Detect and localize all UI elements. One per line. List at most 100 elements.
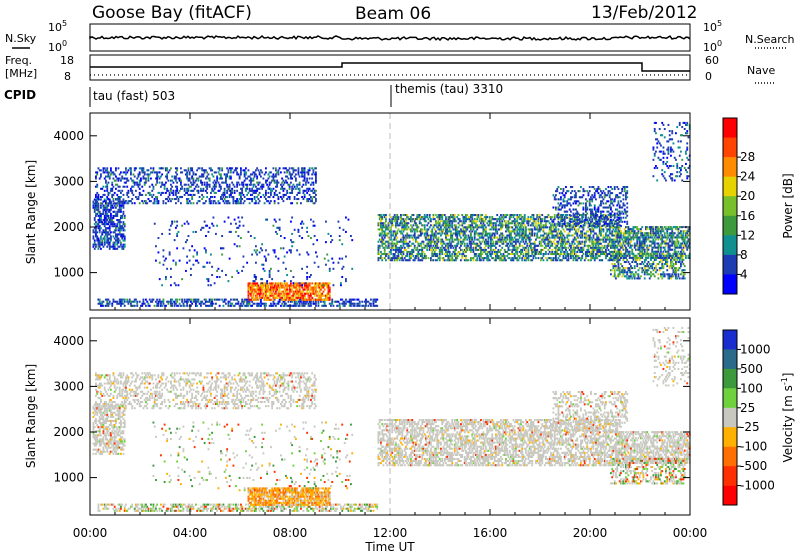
heatmap-cell-4653 [605, 250, 607, 253]
heatmap-cell-1120 [252, 189, 255, 192]
heatmap-cell-4344 [575, 253, 577, 256]
heatmap-cell-3288 [471, 238, 474, 241]
heatmap-cell-118 [102, 210, 105, 213]
heatmap-cell-2741 [417, 255, 420, 258]
heatmap-cell-2080 [282, 294, 285, 297]
heatmap-cell-3521 [493, 253, 496, 256]
heatmap-cell-1969 [261, 286, 264, 289]
heatmap-cell-2364 [380, 220, 382, 223]
heatmap-cell-1662 [242, 300, 245, 303]
heatmap-cell-3524 [493, 244, 496, 247]
heatmap-cell-4404 [581, 257, 584, 260]
heatmap-cell-4046 [545, 250, 547, 253]
heatmap-cell-2707 [413, 244, 416, 247]
heatmap-cell-1095 [247, 175, 250, 178]
heatmap-cell-1718 [277, 300, 280, 303]
heatmap-cell-162 [106, 231, 109, 234]
heatmap-cell-48 [96, 212, 99, 215]
heatmap-cell-2874 [431, 234, 434, 237]
heatmap-cell-1331 [297, 191, 300, 194]
heatmap-cell-862 [202, 173, 205, 176]
heatmap-cell-3248 [467, 244, 470, 247]
heatmap-cell-898 [210, 167, 212, 170]
heatmap-cell-1968 [261, 288, 264, 291]
heatmap-cell-2571 [400, 240, 402, 243]
heatmap-cell-2606 [402, 220, 405, 223]
nsky-panel: N.Sky 105 100 105 100 N.Search [5, 19, 795, 54]
heatmap-cell-1973 [262, 292, 265, 295]
heatmap-cell-2984 [441, 214, 444, 217]
heatmap-cell-313 [120, 233, 122, 236]
heatmap-cell-138 [103, 204, 106, 207]
heatmap-cell-2059 [277, 282, 280, 285]
heatmap-cell-3111 [453, 255, 456, 258]
heatmap-cell-3023 [446, 259, 449, 262]
heatmap-cell-1606 [206, 304, 209, 307]
heatmap-cell-567 [138, 191, 141, 194]
heatmap-cell-3205 [463, 259, 466, 262]
heatmap-cell-2185 [301, 286, 304, 289]
heatmap-cell-2425 [386, 240, 389, 243]
heatmap-cell-1116 [251, 187, 254, 190]
heatmap-cell-3349 [476, 216, 479, 219]
heatmap-cell-630 [152, 187, 155, 190]
heatmap-cell-3284 [470, 214, 472, 217]
heatmap-cell-1853 [353, 298, 356, 301]
heatmap-cell-4273 [567, 238, 570, 241]
heatmap-cell-2839 [427, 236, 430, 239]
heatmap-cell-2671 [410, 257, 412, 260]
heatmap-cell-4054 [545, 222, 547, 225]
heatmap-cell-1550 [173, 304, 176, 307]
heatmap-cell-336 [121, 200, 124, 203]
heatmap-cell-722 [175, 198, 177, 201]
heatmap-cell-4836 [560, 198, 562, 201]
heatmap-cell-4267 [567, 259, 570, 262]
heatmap-cell-297 [118, 231, 121, 234]
heatmap-cell-316 [120, 225, 122, 228]
heatmap-cell-1705 [268, 304, 271, 307]
heatmap-cell-419 [106, 175, 109, 178]
heatmap-cell-170 [106, 204, 109, 207]
heatmap-cell-1675 [247, 298, 250, 301]
heatmap-cell-4053 [545, 224, 547, 227]
heatmap-cell-1925 [252, 282, 255, 285]
heatmap-cell-1144 [256, 187, 259, 190]
heatmap-cell-224 [111, 217, 114, 220]
heatmap-cell-637 [153, 171, 156, 174]
heatmap-cell-3303 [472, 242, 475, 245]
heatmap-cell-245 [113, 237, 116, 240]
heatmap-cell-1474 [122, 302, 125, 305]
heatmap-cell-2941 [437, 222, 440, 225]
heatmap-cell-83 [98, 214, 101, 217]
heatmap-cell-4346 [575, 238, 577, 241]
heatmap-cell-1509 [146, 300, 149, 303]
heatmap-cell-1219 [273, 202, 276, 205]
heatmap-cell-2925 [436, 242, 439, 245]
heatmap-cell-2432 [387, 253, 390, 256]
heatmap-cell-2267 [317, 282, 320, 285]
heatmap-cell-3408 [482, 238, 485, 241]
heatmap-cell-2650 [407, 250, 410, 253]
heatmap-cell-3179 [460, 230, 462, 233]
heatmap-cell-2919 [435, 214, 437, 217]
heatmap-cell-1742 [292, 304, 295, 307]
heatmap-cell-4953 [586, 206, 589, 209]
heatmap-cell-2981 [441, 224, 444, 227]
heatmap-cell-497 [122, 177, 125, 180]
heatmap-cell-289 [117, 210, 120, 213]
heatmap-cell-1307 [291, 177, 294, 180]
heatmap-cell-2619 [403, 220, 406, 223]
heatmap-cell-273 [116, 223, 119, 226]
heatmap-cell-2807 [423, 226, 426, 229]
heatmap-cell-2980 [441, 230, 444, 233]
heatmap-cell-1391 [308, 193, 311, 196]
heatmap-cell-4517 [592, 253, 595, 256]
heatmap-cell-142 [105, 231, 107, 234]
heatmap-cell-1129 [253, 191, 256, 194]
heatmap-cell-4810 [555, 208, 557, 211]
heatmap-cell-3765 [516, 218, 519, 221]
heatmap-cell-644 [156, 198, 159, 201]
heatmap-cell-4837 [560, 196, 562, 199]
heatmap-cell-938 [218, 173, 221, 176]
heatmap-cell-2132 [292, 296, 295, 299]
